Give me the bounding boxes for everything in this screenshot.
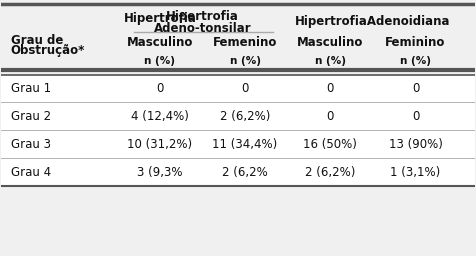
Text: n (%): n (%)	[400, 56, 431, 66]
Text: Grau de: Grau de	[11, 34, 63, 47]
Text: Femenino: Femenino	[213, 36, 278, 49]
Text: Adeno-tonsilar: Adeno-tonsilar	[154, 22, 251, 35]
Text: HipertrofiaAdenoidiana: HipertrofiaAdenoidiana	[295, 15, 451, 28]
Text: 2 (6,2%: 2 (6,2%	[222, 166, 268, 179]
Text: Masculino: Masculino	[127, 36, 193, 49]
Text: 2 (6,2%): 2 (6,2%)	[220, 110, 270, 123]
FancyBboxPatch shape	[1, 103, 475, 130]
Text: Grau 2: Grau 2	[11, 110, 51, 123]
Text: n (%): n (%)	[315, 56, 346, 66]
Text: Feminino: Feminino	[385, 36, 446, 49]
FancyBboxPatch shape	[1, 131, 475, 158]
Text: Grau 1: Grau 1	[11, 82, 51, 95]
Text: Hipertrofia: Hipertrofia	[123, 12, 197, 25]
Text: 0: 0	[327, 82, 334, 95]
Text: Obstrução*: Obstrução*	[11, 44, 85, 57]
Text: 3 (9,3%: 3 (9,3%	[137, 166, 183, 179]
Text: Grau 3: Grau 3	[11, 138, 51, 151]
Text: 4 (12,4%): 4 (12,4%)	[131, 110, 189, 123]
FancyBboxPatch shape	[1, 76, 475, 102]
FancyBboxPatch shape	[1, 159, 475, 186]
Text: 10 (31,2%): 10 (31,2%)	[128, 138, 192, 151]
Text: 16 (50%): 16 (50%)	[303, 138, 357, 151]
Text: Hipertrofia: Hipertrofia	[166, 10, 239, 23]
Text: 13 (90%): 13 (90%)	[388, 138, 442, 151]
Text: n (%): n (%)	[144, 56, 176, 66]
Text: Grau 4: Grau 4	[11, 166, 51, 179]
Text: 0: 0	[327, 110, 334, 123]
Text: 0: 0	[412, 82, 419, 95]
Text: 0: 0	[412, 110, 419, 123]
Text: 2 (6,2%): 2 (6,2%)	[305, 166, 356, 179]
Text: 1 (3,1%): 1 (3,1%)	[390, 166, 441, 179]
Text: n (%): n (%)	[229, 56, 260, 66]
Text: 0: 0	[241, 82, 249, 95]
Text: 11 (34,4%): 11 (34,4%)	[212, 138, 278, 151]
Text: Masculino: Masculino	[297, 36, 364, 49]
Text: 0: 0	[156, 82, 164, 95]
